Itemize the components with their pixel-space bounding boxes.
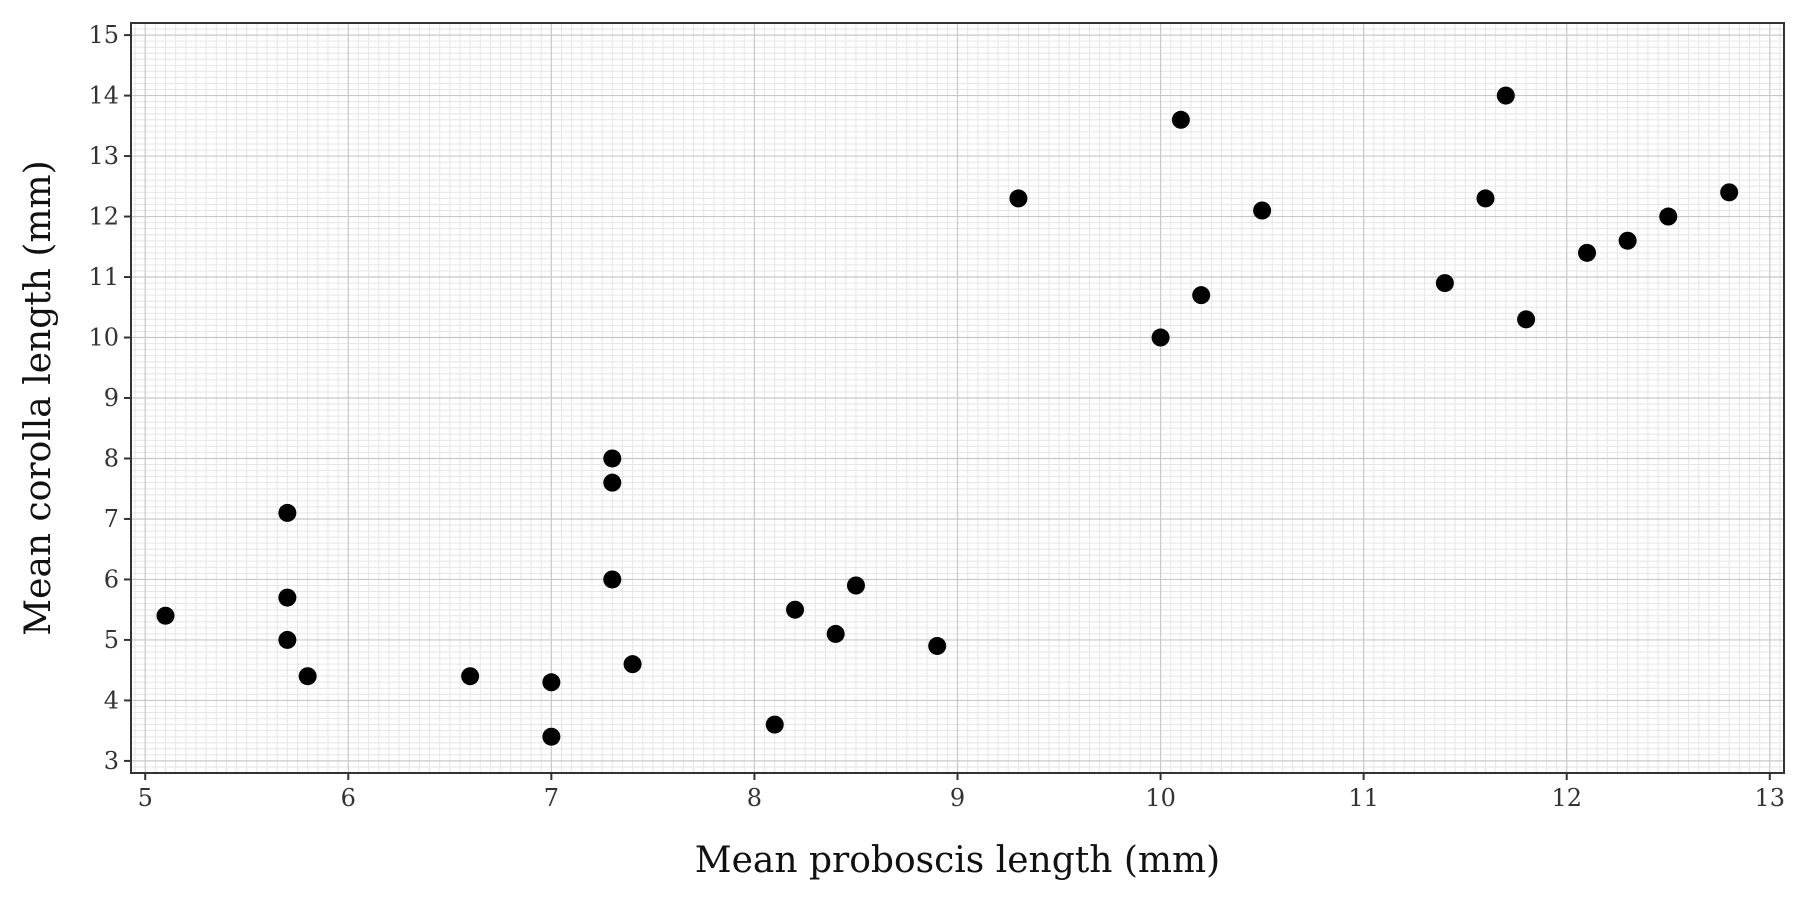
x-tick-label: 7 [544,784,559,812]
y-tick-label: 13 [88,142,119,170]
y-axis: 3 4 5 6 7 8 9 10 11 12 13 14 15 [88,21,131,775]
data-point [1151,328,1170,347]
data-points [156,86,1739,746]
data-point [298,667,317,686]
data-point [1253,201,1272,220]
data-point [1618,231,1637,250]
data-point [156,606,175,625]
y-tick-label: 8 [104,444,119,472]
x-tick-label: 8 [747,784,762,812]
y-tick-label: 15 [88,21,119,49]
data-point [826,624,845,643]
x-axis-title: Mean proboscis length (mm) [695,840,1220,881]
data-point [928,636,947,655]
x-tick-label: 11 [1348,784,1379,812]
data-point [278,630,297,649]
x-axis: 5 6 7 8 9 10 11 12 13 [138,773,1785,812]
data-point [1578,243,1597,262]
y-tick-label: 14 [88,82,119,110]
data-point [623,655,642,674]
data-point [1476,189,1495,208]
y-tick-label: 12 [88,203,119,231]
y-tick-label: 9 [104,384,119,412]
x-tick-label: 9 [950,784,965,812]
data-point [1720,183,1739,202]
data-point [1435,274,1454,293]
data-point [1659,207,1678,226]
data-point [603,570,622,589]
data-point [461,667,480,686]
x-tick-label: 10 [1145,784,1176,812]
y-tick-label: 10 [88,324,119,352]
data-point [1192,286,1211,305]
y-tick-label: 7 [104,505,119,533]
data-point [278,503,297,522]
grid [131,22,1784,774]
x-tick-label: 12 [1551,784,1582,812]
data-point [1009,189,1028,208]
x-tick-label: 5 [138,784,153,812]
data-point [542,673,561,692]
y-tick-label: 6 [104,565,119,593]
y-tick-label: 3 [104,747,119,775]
data-point [1171,110,1190,129]
data-point [765,715,784,734]
data-point [542,727,561,746]
y-tick-label: 4 [104,686,119,714]
x-tick-label: 6 [341,784,356,812]
data-point [846,576,865,595]
data-point [1517,310,1536,329]
data-point [786,600,805,619]
x-tick-label: 13 [1755,784,1786,812]
data-point [278,588,297,607]
data-point [603,449,622,468]
data-point [603,473,622,492]
y-axis-title: Mean corolla length (mm) [18,160,59,635]
data-point [1496,86,1515,105]
y-tick-label: 5 [104,626,119,654]
y-tick-label: 11 [88,263,119,291]
